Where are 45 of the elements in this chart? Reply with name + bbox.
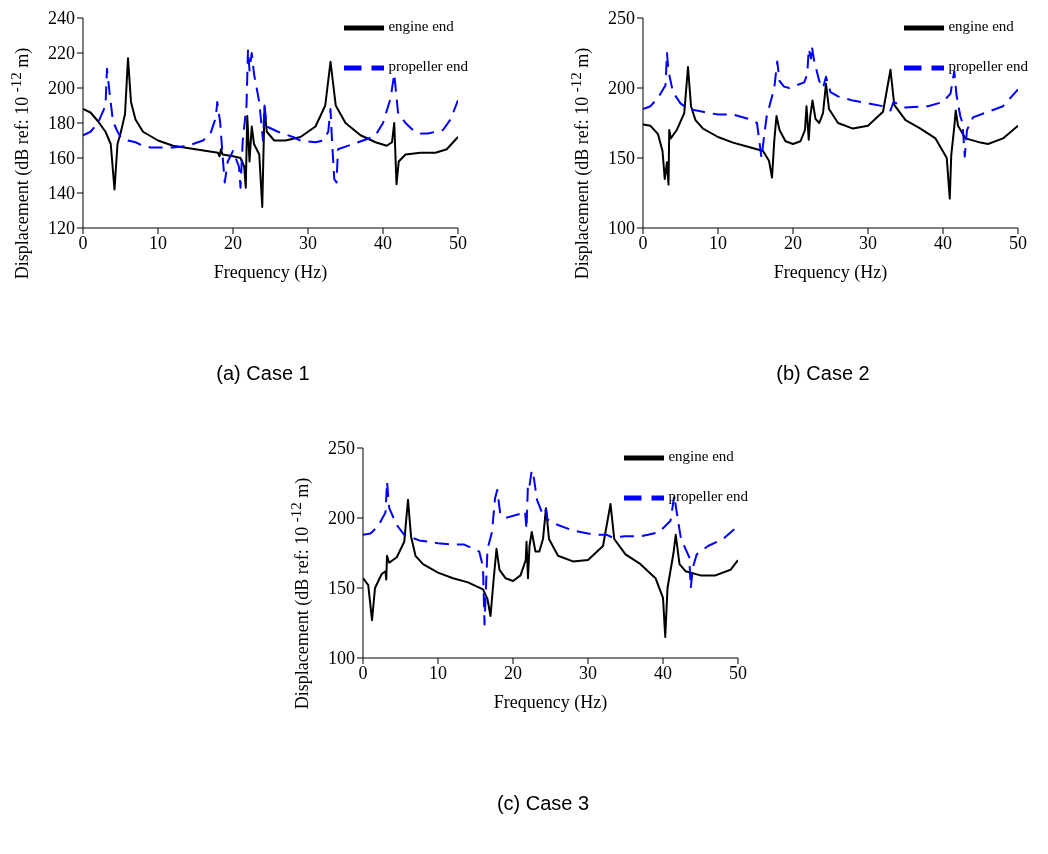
y-tick-label: 160 xyxy=(48,148,75,169)
y-tick-label: 100 xyxy=(608,218,635,239)
x-tick-label: 10 xyxy=(149,232,167,253)
y-tick-label: 240 xyxy=(48,8,75,29)
x-tick-label: 40 xyxy=(374,232,392,253)
x-tick-label: 0 xyxy=(78,232,88,253)
x-tick-label: 10 xyxy=(429,662,447,683)
y-tick-label: 150 xyxy=(328,578,355,599)
x-tick-label: 10 xyxy=(709,232,727,253)
x-tick-label: 20 xyxy=(504,662,522,683)
x-tick-label: 30 xyxy=(579,662,597,683)
x-axis-title: Frequency (Hz) xyxy=(773,262,888,283)
y-tick-label: 100 xyxy=(328,648,355,669)
text: (c) Case 3 xyxy=(495,792,591,815)
legend-label: engine end xyxy=(388,18,454,35)
x-tick-label: 30 xyxy=(299,232,317,253)
y-tick-label: 250 xyxy=(608,8,635,29)
y-tick-label: 250 xyxy=(328,438,355,459)
y-tick-label: 200 xyxy=(328,508,355,529)
y-tick-label: 200 xyxy=(608,78,635,99)
y-tick-label: 200 xyxy=(48,78,75,99)
x-tick-label: 50 xyxy=(1009,232,1027,253)
y-tick-label: 120 xyxy=(48,218,75,239)
y-tick-label: 180 xyxy=(48,113,75,134)
text: (b) Case 2 xyxy=(775,362,871,385)
x-tick-label: 40 xyxy=(654,662,672,683)
x-tick-label: 40 xyxy=(934,232,952,253)
x-tick-label: 50 xyxy=(729,662,747,683)
text: (a) Case 1 xyxy=(215,362,311,385)
y-tick-label: 150 xyxy=(608,148,635,169)
y-tick-label: 140 xyxy=(48,183,75,204)
x-tick-label: 0 xyxy=(358,662,368,683)
x-axis-title: Frequency (Hz) xyxy=(213,262,328,283)
legend-label: propeller end xyxy=(668,488,748,505)
legend-label: propeller end xyxy=(388,58,468,75)
x-tick-label: 20 xyxy=(784,232,802,253)
x-tick-label: 50 xyxy=(449,232,467,253)
x-axis-title: Frequency (Hz) xyxy=(493,692,608,713)
legend-label: engine end xyxy=(668,448,734,465)
x-tick-label: 20 xyxy=(224,232,242,253)
y-tick-label: 220 xyxy=(48,43,75,64)
legend-label: engine end xyxy=(948,18,1014,35)
legend-label: propeller end xyxy=(948,58,1028,75)
x-tick-label: 0 xyxy=(638,232,648,253)
x-tick-label: 30 xyxy=(859,232,877,253)
